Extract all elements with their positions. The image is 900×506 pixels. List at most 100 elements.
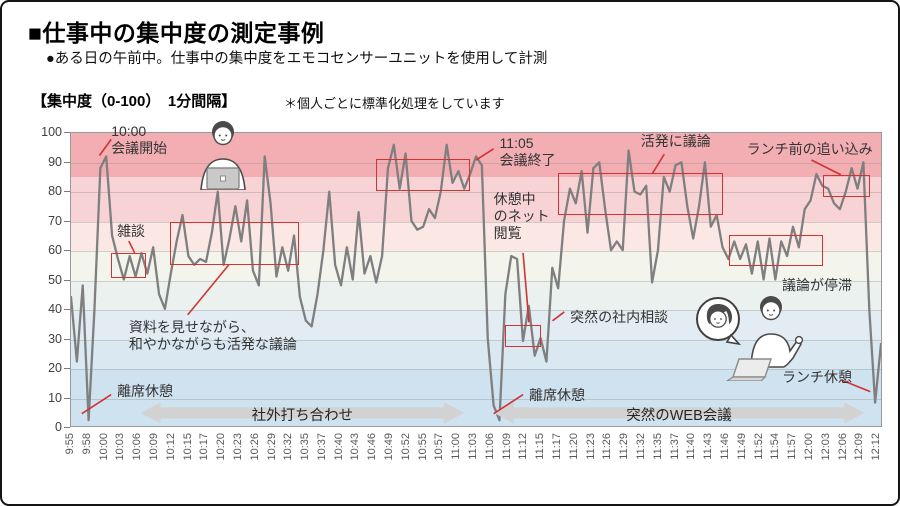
y-axis-label: 30 bbox=[48, 331, 62, 346]
y-axis-tick bbox=[64, 220, 70, 222]
plot-background bbox=[70, 132, 882, 427]
x-tick-label: 10:40 bbox=[332, 433, 345, 461]
x-tick-label: 11:20 bbox=[567, 433, 580, 460]
y-axis-label: 40 bbox=[48, 302, 62, 316]
x-tick-label: 11:03 bbox=[467, 433, 480, 460]
x-tick-label: 11:35 bbox=[651, 433, 664, 460]
annotation-shiryo: 資料を見せながら、 和やかながらも活発な議論 bbox=[128, 319, 297, 353]
x-tick-label: 11:46 bbox=[718, 433, 731, 460]
x-tick-label: 12:03 bbox=[819, 433, 832, 461]
x-tick-label: 11:37 bbox=[668, 433, 681, 460]
x-tick-label: 11:06 bbox=[483, 433, 496, 460]
x-tick-label: 10:03 bbox=[114, 433, 127, 461]
y-axis-tick bbox=[64, 161, 70, 163]
gridline bbox=[71, 221, 881, 223]
x-tick-label: 10:12 bbox=[164, 433, 177, 461]
annotation-lunch-rest: ランチ休憩 bbox=[781, 369, 852, 386]
zatsudan-box bbox=[111, 252, 147, 278]
x-tick-label: 11:00 bbox=[450, 433, 463, 460]
y-axis-label: 100 bbox=[41, 125, 62, 139]
x-tick-label: 10:17 bbox=[198, 433, 211, 461]
y-axis-tick bbox=[64, 191, 70, 192]
y-axis-label: 0 bbox=[55, 420, 62, 434]
y-axis-tick bbox=[64, 397, 70, 399]
annotation-kaigi-end: 11:05 会議終了 bbox=[499, 134, 556, 169]
x-tick-label: 10:09 bbox=[147, 433, 160, 461]
x-tick-label: 10:06 bbox=[131, 433, 144, 461]
x-tick-label: 12:12 bbox=[870, 433, 883, 461]
y-axis-tick bbox=[64, 427, 70, 428]
y-axis-label: 10 bbox=[48, 390, 62, 405]
plot-area: 0 10 20 30 40 50 60 70 80 90 100 社外打ち合わせ 突然のWEB会議 10:… bbox=[41, 123, 882, 460]
x-tick-label: 10:55 bbox=[416, 433, 429, 461]
annotation-riseki-2: 離席休憩 bbox=[528, 387, 585, 404]
y-axis-label: 60 bbox=[48, 243, 62, 257]
kaigi-end-box bbox=[375, 158, 471, 191]
gridline bbox=[71, 310, 881, 311]
gridline bbox=[71, 369, 881, 370]
gridline bbox=[71, 162, 881, 164]
page-title: ■仕事中の集中度の測定事例 bbox=[28, 20, 325, 46]
x-tick-label: 10:20 bbox=[215, 433, 228, 461]
gridline bbox=[71, 280, 881, 282]
x-tick-label: 10:43 bbox=[349, 433, 362, 461]
phase-arrow-label-1: 社外打ち合わせ bbox=[251, 407, 354, 424]
y-axis-label: 90 bbox=[48, 154, 62, 169]
worker-at-laptop-illustration bbox=[200, 121, 246, 190]
annotation-shanai-sodan: 突然の社内相談 bbox=[570, 309, 669, 325]
kappatsu-box bbox=[558, 173, 724, 215]
x-tick-label: 11:29 bbox=[618, 433, 631, 460]
annotation-teitai: 議論が停滞 bbox=[781, 276, 852, 293]
y-axis-note: 【集中度（0-100） 1分間隔】 bbox=[32, 93, 237, 110]
net-box bbox=[505, 325, 541, 348]
x-tick-label: 11:23 bbox=[584, 433, 597, 460]
annotation-riseki-1: 離席休憩 bbox=[117, 382, 174, 399]
x-tick-label: 10:26 bbox=[248, 433, 261, 461]
gridline bbox=[71, 192, 881, 193]
y-axis-tick bbox=[64, 279, 70, 281]
x-tick-label: 11:32 bbox=[634, 433, 647, 460]
phase-arrow-label-2: 突然のWEB会議 bbox=[626, 407, 732, 424]
y-axis-tick bbox=[64, 338, 70, 340]
x-tick-label: 12:06 bbox=[836, 433, 849, 461]
x-tick-label: 9:55 bbox=[64, 433, 76, 455]
y-axis-label: 50 bbox=[48, 272, 62, 287]
standardize-note: ＊個人ごとに標準化処理をしています bbox=[284, 96, 505, 111]
concentration-line bbox=[71, 133, 881, 426]
x-tick-label: 10:29 bbox=[265, 433, 278, 461]
gridline bbox=[71, 398, 881, 400]
lunch-rush-box bbox=[823, 174, 871, 197]
annotation-zatsudan: 雑談 bbox=[117, 223, 146, 240]
x-tick-label: 11:26 bbox=[601, 433, 614, 460]
x-tick-label: 10:15 bbox=[181, 433, 194, 461]
y-axis-tick bbox=[64, 132, 70, 133]
web-meeting-two-people-illustration bbox=[696, 296, 804, 381]
x-tick-label: 11:52 bbox=[752, 433, 765, 460]
y-axis-label: 70 bbox=[48, 213, 62, 228]
x-tick-label: 10:49 bbox=[383, 433, 396, 461]
shiryo-box bbox=[170, 221, 300, 265]
x-tick-label: 10:32 bbox=[282, 433, 295, 461]
x-tick-label: 11:43 bbox=[702, 433, 715, 460]
x-tick-label: 10:35 bbox=[299, 433, 312, 461]
annotation-kaigi-start: 10:00 会議開始 bbox=[111, 123, 168, 157]
y-axis-label: 80 bbox=[48, 184, 62, 198]
annotation-net-etsuran: 休憩中 のネット 閲覧 bbox=[493, 191, 550, 242]
teitai-box bbox=[729, 235, 824, 267]
x-tick-label: 11:49 bbox=[735, 433, 748, 460]
x-tick-label: 11:12 bbox=[517, 433, 530, 460]
x-tick-label: 11:17 bbox=[551, 433, 564, 460]
x-tick-label: 10:57 bbox=[433, 433, 446, 461]
gridline bbox=[71, 251, 881, 252]
y-axis-label: 20 bbox=[48, 361, 62, 375]
y-axis-tick bbox=[64, 309, 70, 310]
x-tick-label: 12:00 bbox=[802, 433, 815, 461]
x-tick-label: 10:23 bbox=[231, 433, 244, 461]
y-axis-tick bbox=[64, 250, 70, 251]
y-axis-tick bbox=[64, 368, 70, 369]
x-tick-label: 11:40 bbox=[685, 433, 698, 460]
x-tick-label: 11:15 bbox=[534, 433, 547, 460]
page-subtitle: ●ある日の午前中。仕事中の集中度をエモコセンサーユニットを使用して計測 bbox=[46, 51, 548, 67]
x-tick-label: 10:52 bbox=[399, 433, 412, 461]
